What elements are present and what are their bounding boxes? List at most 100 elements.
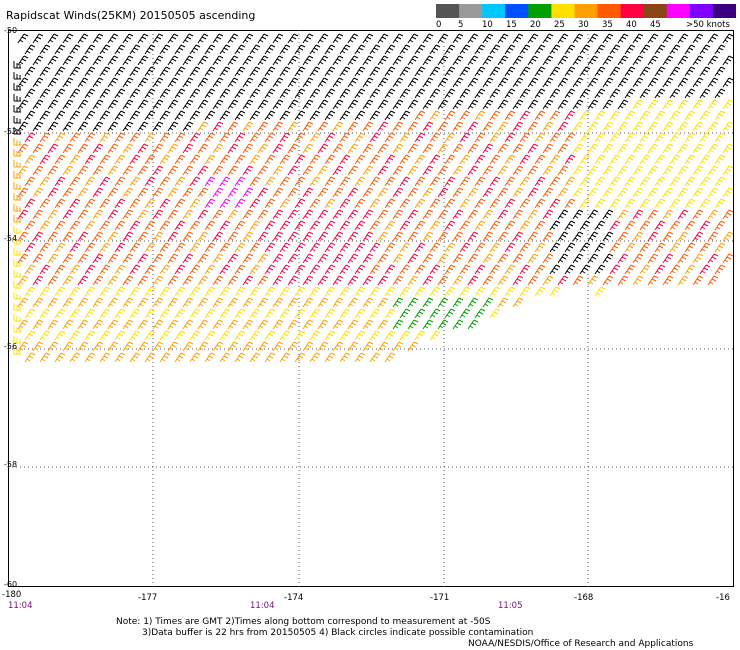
wind-barb	[369, 110, 381, 121]
wind-barb	[92, 253, 104, 264]
wind-barb	[489, 308, 501, 319]
wind-barb	[467, 319, 479, 330]
wind-barb	[204, 132, 216, 143]
wind-barb	[452, 77, 464, 88]
wind-barb	[197, 297, 209, 308]
wind-barb	[302, 187, 314, 198]
wind-barb	[332, 209, 344, 220]
wind-barb	[474, 286, 486, 297]
wind-barb	[602, 165, 614, 176]
wind-barb	[347, 121, 359, 132]
wind-barb	[609, 154, 621, 165]
wind-barb	[602, 275, 614, 286]
wind-barb	[452, 121, 464, 132]
wind-barb	[294, 198, 306, 209]
wind-barb	[527, 143, 539, 154]
wind-barb	[69, 88, 81, 99]
wind-barb	[684, 132, 696, 143]
wind-barb	[99, 66, 111, 77]
wind-barb	[249, 132, 261, 143]
wind-barb	[47, 253, 59, 264]
wind-barb	[437, 121, 449, 132]
wind-barb	[407, 341, 419, 352]
wind-barb	[309, 264, 321, 275]
wind-barb	[549, 110, 561, 121]
wind-barb	[594, 44, 606, 55]
wind-barb	[459, 220, 471, 231]
wind-barb	[287, 253, 299, 264]
wind-barb	[429, 198, 441, 209]
wind-barb	[572, 143, 584, 154]
wind-barb	[579, 154, 591, 165]
wind-barb	[647, 55, 659, 66]
wind-barb	[699, 176, 711, 187]
wind-barb	[722, 209, 734, 220]
wind-barb	[302, 275, 314, 286]
wind-barb	[587, 99, 599, 110]
wind-barb	[24, 176, 36, 187]
wind-barb	[219, 132, 231, 143]
wind-barb	[429, 286, 441, 297]
wind-barb	[452, 55, 464, 66]
wind-barb	[587, 143, 599, 154]
wind-barb	[17, 231, 29, 242]
wind-barb	[624, 110, 636, 121]
wind-barb	[467, 209, 479, 220]
wind-barb	[474, 264, 486, 275]
wind-barb	[32, 209, 44, 220]
wind-barb	[317, 275, 329, 286]
wind-barb	[137, 33, 149, 44]
wind-barb	[414, 176, 426, 187]
note-line: Note: 1) Times are GMT 2)Times along bot…	[116, 617, 491, 627]
wind-barb	[13, 61, 21, 69]
wind-barb	[182, 121, 194, 132]
wind-barb	[632, 143, 644, 154]
wind-barb	[497, 275, 509, 286]
wind-barb	[13, 226, 21, 234]
lat-label: -52	[4, 127, 18, 136]
wind-barb	[474, 198, 486, 209]
wind-barb	[714, 154, 726, 165]
wind-barb	[632, 55, 644, 66]
wind-barb	[572, 33, 584, 44]
wind-barb	[324, 154, 336, 165]
wind-barb	[84, 220, 96, 231]
wind-barb	[324, 242, 336, 253]
wind-barb	[272, 55, 284, 66]
wind-barb	[699, 220, 711, 231]
wind-barb	[279, 66, 291, 77]
wind-barb	[182, 319, 194, 330]
wind-barb	[174, 286, 186, 297]
wind-barb	[392, 209, 404, 220]
wind-barb	[677, 121, 689, 132]
wind-barb	[114, 220, 126, 231]
wind-barb	[407, 55, 419, 66]
wind-barb	[572, 99, 584, 110]
wind-barb	[107, 55, 119, 66]
wind-barb	[384, 88, 396, 99]
wind-barb	[407, 231, 419, 242]
wind-barb	[557, 121, 569, 132]
wind-barb	[384, 242, 396, 253]
wind-barb	[429, 264, 441, 275]
wind-barb	[219, 176, 231, 187]
wind-barb	[159, 44, 171, 55]
wind-barb	[294, 176, 306, 187]
wind-barb	[69, 132, 81, 143]
wind-barb	[272, 209, 284, 220]
wind-barb	[549, 286, 561, 297]
wind-barb	[302, 209, 314, 220]
wind-barb	[684, 154, 696, 165]
wind-barb	[324, 110, 336, 121]
wind-barb	[722, 55, 734, 66]
lon-label: -171	[430, 593, 450, 603]
wind-barb	[122, 33, 134, 44]
lon-label: -174	[284, 593, 304, 603]
wind-barb	[452, 231, 464, 242]
wind-barb	[692, 231, 704, 242]
wind-barb	[294, 44, 306, 55]
wind-barb	[534, 132, 546, 143]
wind-barb	[662, 187, 674, 198]
wind-barb	[77, 275, 89, 286]
wind-barb	[324, 330, 336, 341]
